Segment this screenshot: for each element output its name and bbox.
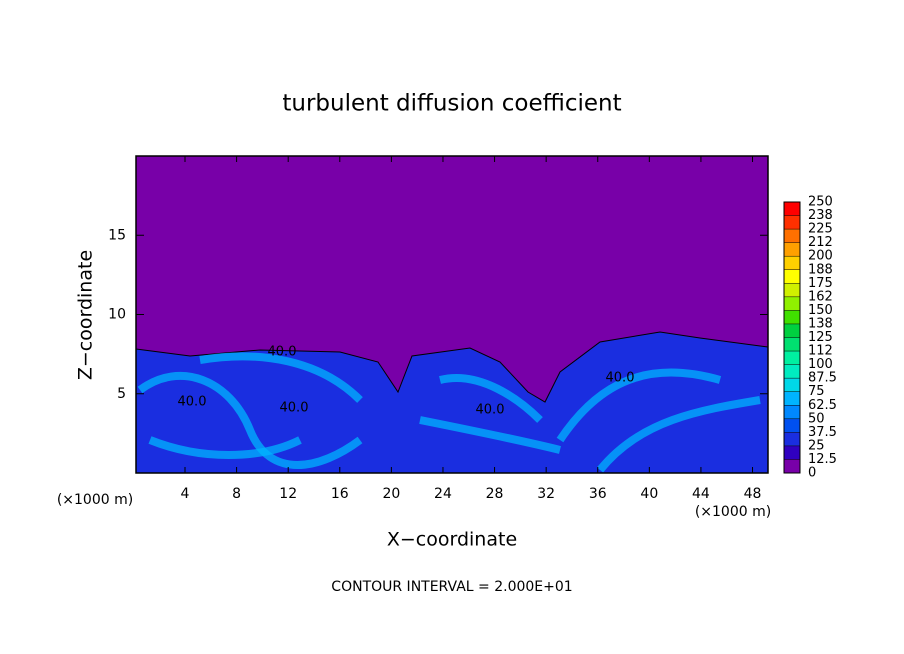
x-tick-label: 20 bbox=[382, 486, 400, 502]
contour-label: 40.0 bbox=[268, 345, 297, 360]
colorbar-swatch bbox=[784, 445, 800, 460]
colorbar-swatch bbox=[784, 256, 800, 270]
colorbar-label: 238 bbox=[808, 208, 833, 223]
colorbar-swatch bbox=[784, 310, 800, 324]
colorbar-swatch bbox=[784, 215, 800, 230]
colorbar-swatch bbox=[784, 405, 800, 419]
colorbar-label: 75 bbox=[808, 384, 825, 399]
colorbar-swatch bbox=[784, 337, 800, 352]
field-streak bbox=[199, 352, 363, 403]
x-tick-label: 40 bbox=[640, 486, 658, 502]
field-streak bbox=[137, 371, 363, 469]
x-tick-label: 12 bbox=[279, 486, 297, 502]
x-tick-label: 16 bbox=[331, 486, 349, 502]
colorbar-label: 162 bbox=[808, 289, 833, 304]
colorbar-label: 37.5 bbox=[808, 425, 837, 440]
x-tick-label: 32 bbox=[537, 486, 555, 502]
colorbar-swatch bbox=[784, 418, 800, 433]
z-unit-label: (×1000 m) bbox=[57, 492, 133, 508]
x-unit-label: (×1000 m) bbox=[695, 504, 771, 520]
footer-note: CONTOUR INTERVAL = 2.000E+01 bbox=[331, 579, 572, 595]
colorbar-label: 62.5 bbox=[808, 398, 837, 413]
colorbar-label: 200 bbox=[808, 249, 833, 264]
colorbar-label: 87.5 bbox=[808, 371, 837, 386]
x-tick-label: 48 bbox=[744, 486, 762, 502]
colorbar-label: 100 bbox=[808, 357, 833, 372]
x-tick-label: 8 bbox=[232, 486, 241, 502]
colorbar-label: 188 bbox=[808, 262, 833, 277]
colorbar-label: 250 bbox=[808, 195, 833, 210]
field-streak bbox=[596, 396, 761, 473]
colorbar-swatch bbox=[784, 283, 800, 297]
colorbar-swatch bbox=[784, 378, 800, 392]
colorbar-label: 212 bbox=[808, 235, 833, 250]
colorbar-swatch bbox=[784, 229, 800, 243]
x-tick-label: 44 bbox=[692, 486, 710, 502]
colorbar-swatch bbox=[784, 351, 800, 365]
x-tick-label: 4 bbox=[181, 486, 190, 502]
colorbar-label: 12.5 bbox=[808, 452, 837, 467]
x-tick-label: 28 bbox=[486, 486, 504, 502]
y-tick-label: 5 bbox=[117, 386, 126, 402]
colorbar-label: 225 bbox=[808, 222, 833, 237]
chart-title: turbulent diffusion coefficient bbox=[282, 91, 621, 117]
colorbar-label: 138 bbox=[808, 316, 833, 331]
field-streak bbox=[556, 368, 722, 443]
colorbar-swatch bbox=[784, 202, 800, 216]
colorbar-swatch bbox=[784, 242, 800, 257]
colorbar-label: 0 bbox=[808, 466, 816, 481]
field-streak bbox=[439, 374, 543, 423]
y-tick-label: 15 bbox=[108, 227, 126, 243]
contour-label: 40.0 bbox=[606, 371, 635, 386]
x-tick-label: 24 bbox=[434, 486, 452, 502]
colorbar-swatch bbox=[784, 459, 800, 473]
field-streak bbox=[419, 416, 561, 454]
y-tick-label: 10 bbox=[108, 307, 126, 323]
colorbar-label: 125 bbox=[808, 330, 833, 345]
colorbar-label: 112 bbox=[808, 344, 833, 359]
colorbar-swatch bbox=[784, 432, 800, 446]
contour-label: 40.0 bbox=[280, 401, 309, 416]
colorbar-label: 25 bbox=[808, 438, 825, 453]
colorbar-swatch bbox=[784, 323, 800, 338]
contour-label: 40.0 bbox=[178, 395, 207, 410]
colorbar-swatch bbox=[784, 391, 800, 406]
colorbar-label: 50 bbox=[808, 411, 825, 426]
y-axis-label: Z−coordinate bbox=[75, 250, 97, 380]
contour-label: 40.0 bbox=[476, 403, 505, 418]
colorbar-label: 150 bbox=[808, 303, 833, 318]
colorbar-swatch bbox=[784, 269, 800, 284]
colorbar-swatch bbox=[784, 364, 800, 379]
colorbar-label: 175 bbox=[808, 276, 833, 291]
field-streak bbox=[148, 436, 302, 459]
colorbar-swatch bbox=[784, 296, 800, 311]
x-tick-label: 36 bbox=[589, 486, 607, 502]
x-axis-label: X−coordinate bbox=[387, 529, 517, 551]
